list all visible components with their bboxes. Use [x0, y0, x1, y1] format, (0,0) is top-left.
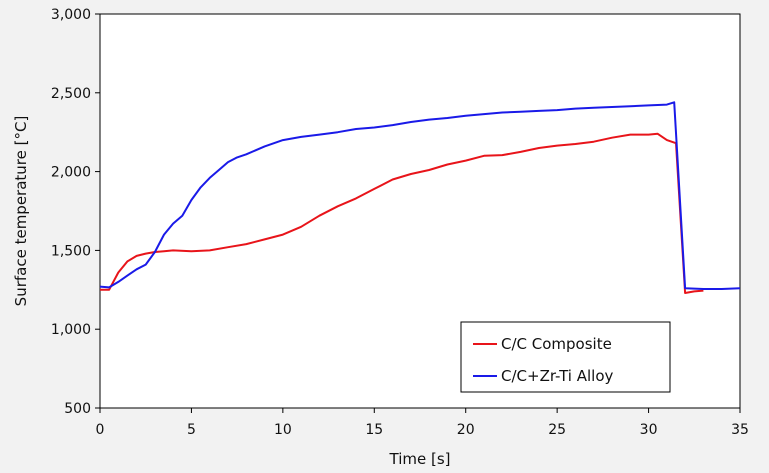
x-tick-label: 25 [548, 422, 566, 438]
series-line-cc-composite [100, 132, 704, 294]
x-tick-label: 15 [365, 422, 383, 438]
x-tick-label: 35 [731, 422, 749, 438]
x-tick-label: 10 [274, 422, 292, 438]
y-tick-label: 1,000 [51, 322, 91, 338]
x-tick-label: 30 [640, 422, 658, 438]
y-axis-ticks: 500 1,000 1,500 2,000 2,500 3,000 [51, 7, 100, 417]
series-lines [99, 101, 741, 294]
x-axis-ticks: 0 5 10 15 20 25 30 35 [96, 408, 749, 438]
y-tick-label: 2,500 [51, 86, 91, 102]
y-tick-label: 1,500 [51, 243, 91, 259]
y-tick-label: 2,000 [51, 165, 91, 181]
x-tick-label: 5 [187, 422, 196, 438]
x-axis-label: Time [s] [389, 450, 451, 468]
y-tick-label: 500 [64, 401, 91, 417]
series-line-cc-zr-ti-alloy [99, 101, 741, 290]
y-tick-label: 3,000 [51, 7, 91, 23]
x-tick-label: 20 [457, 422, 475, 438]
legend-label-cc-zr-ti-alloy: C/C+Zr-Ti Alloy [501, 367, 613, 385]
legend: C/C Composite C/C+Zr-Ti Alloy [460, 321, 671, 393]
y-axis-label: Surface temperature [°C] [12, 116, 30, 307]
legend-box [460, 321, 671, 393]
legend-label-cc-composite: C/C Composite [501, 335, 612, 353]
x-tick-label: 0 [96, 422, 105, 438]
